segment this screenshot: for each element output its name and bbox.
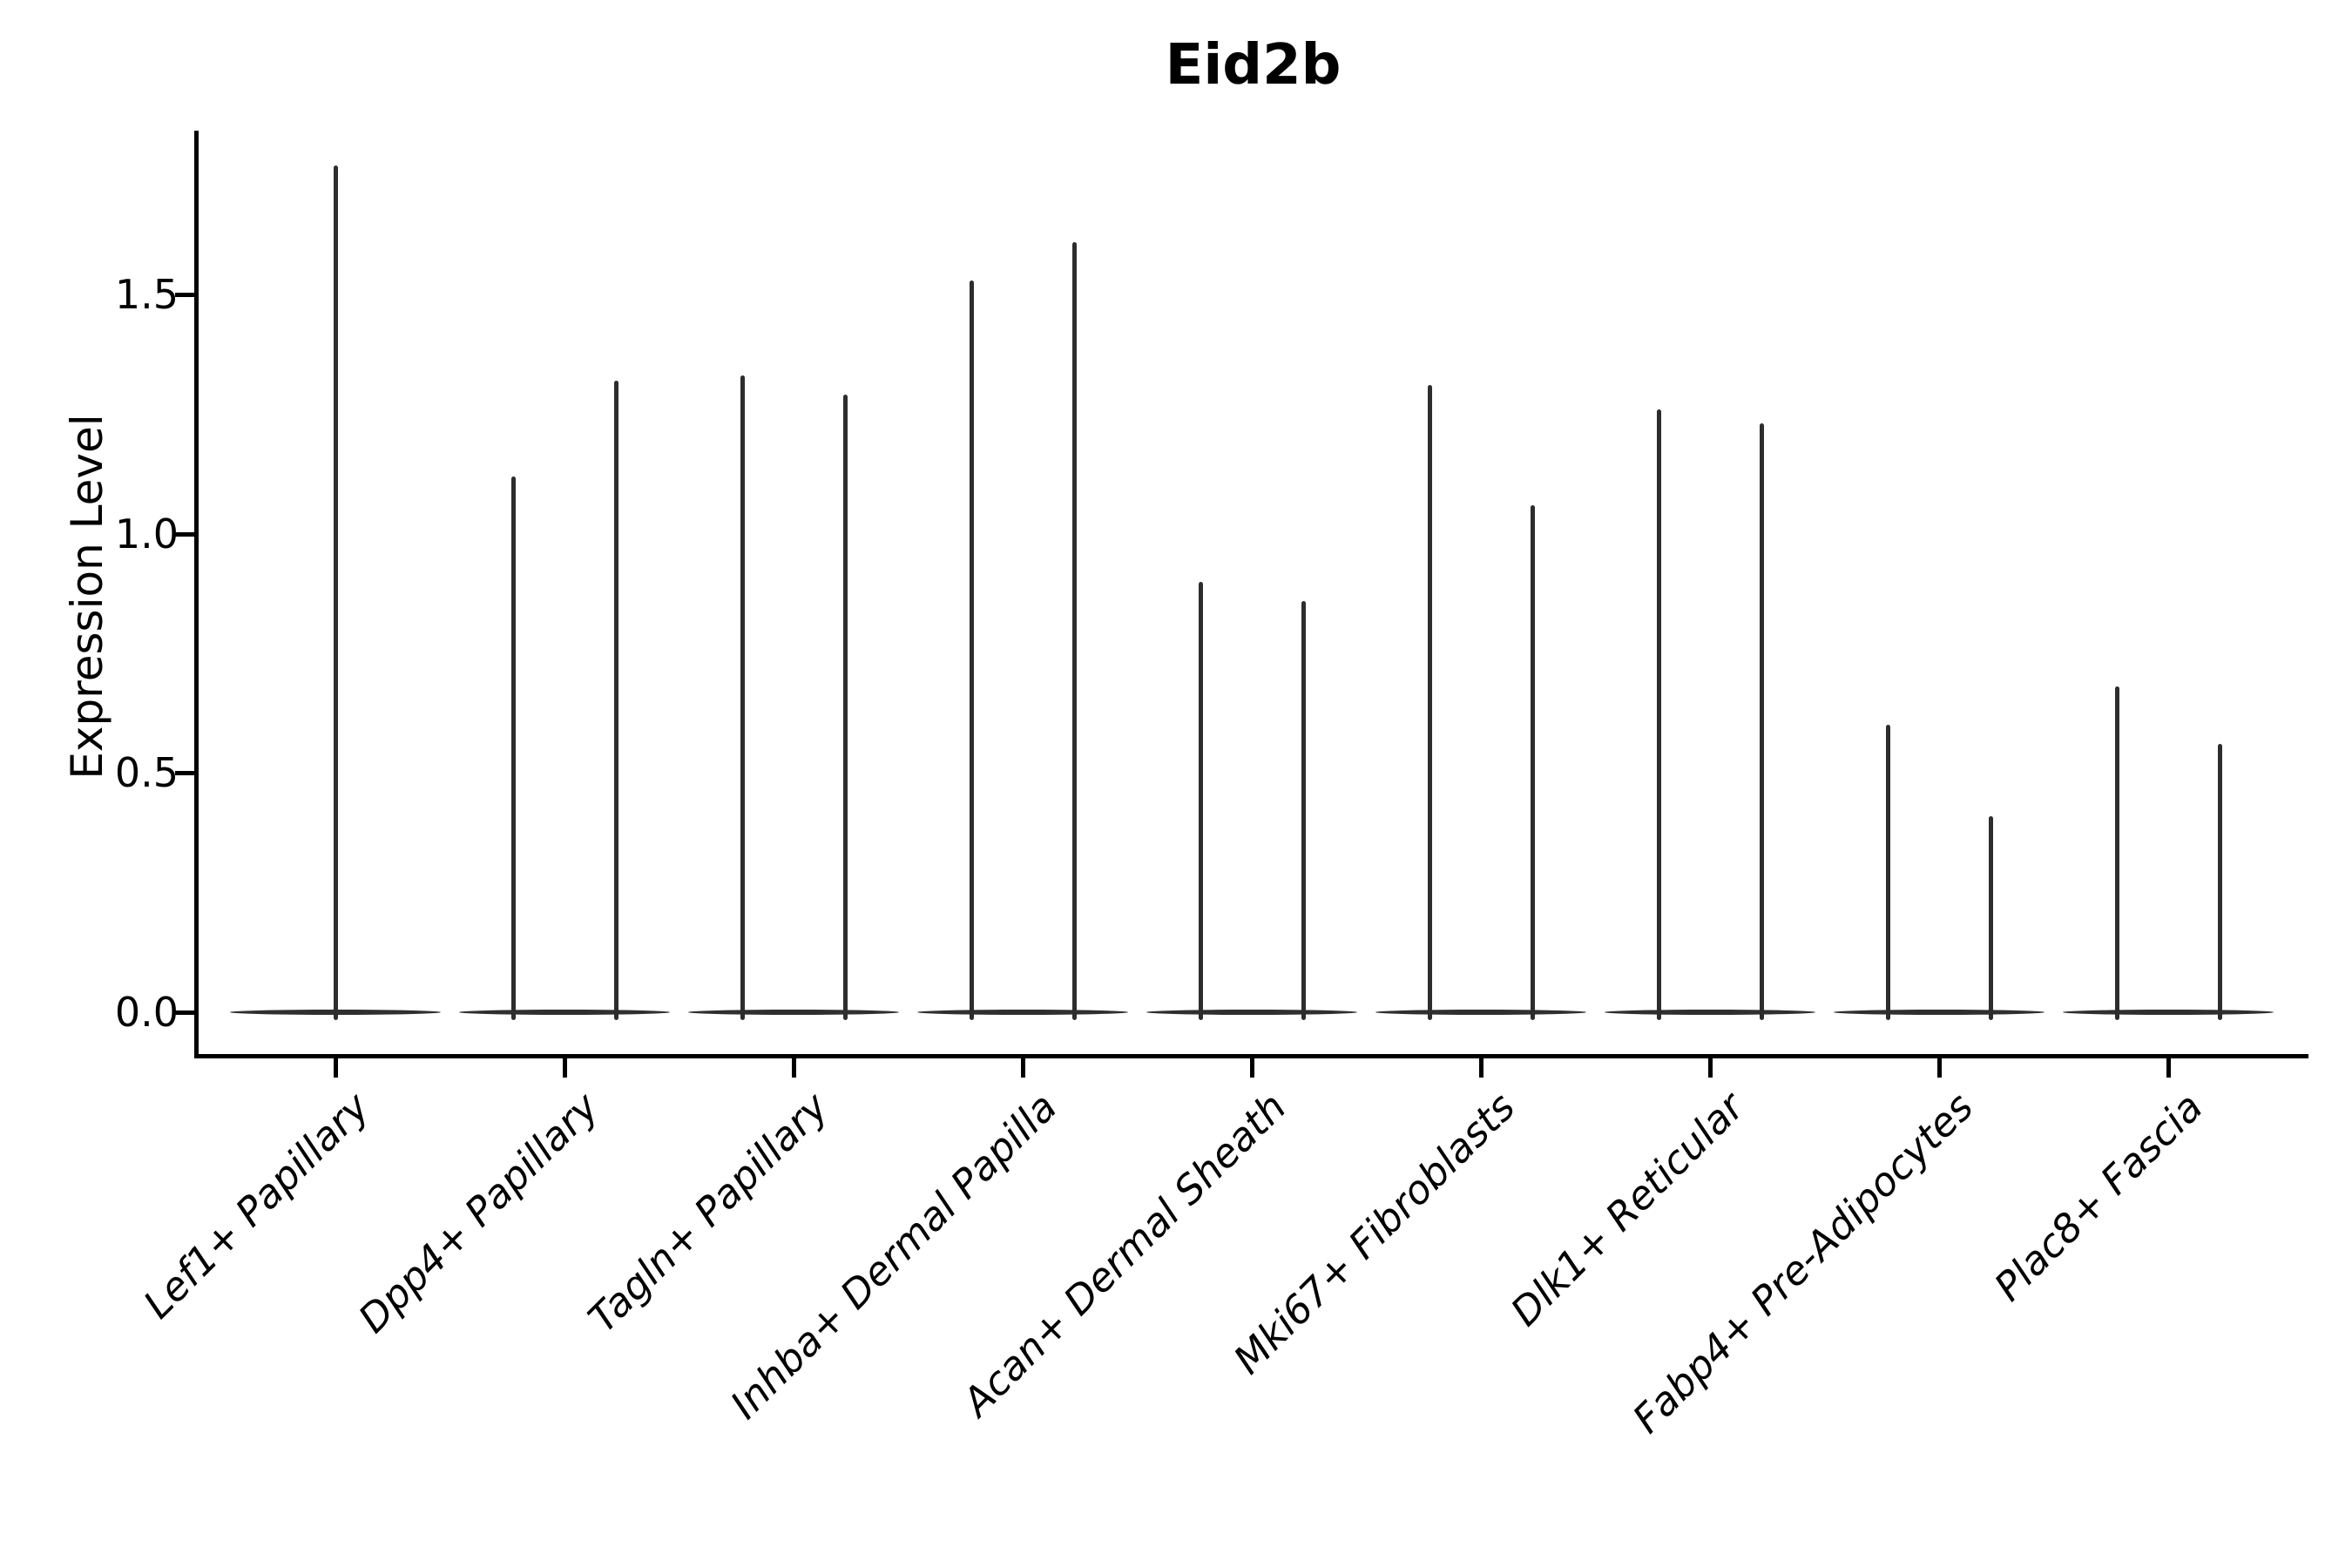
x-axis-spine	[194, 1054, 2308, 1058]
x-tick-mark	[2166, 1058, 2171, 1078]
y-tick-mark	[175, 531, 194, 537]
x-tick-mark	[1250, 1058, 1254, 1078]
x-tick-mark	[334, 1058, 338, 1078]
violin-spike	[1427, 385, 1432, 1020]
x-tick-mark	[1708, 1058, 1713, 1078]
violin-spike	[1301, 600, 1306, 1020]
violin-spike	[1885, 725, 1890, 1020]
violin-spike	[613, 380, 618, 1020]
violin-spike	[1656, 409, 1661, 1020]
y-axis-spine	[194, 131, 199, 1058]
y-tick-label: 0.0	[114, 989, 179, 1036]
violin-spike	[1071, 241, 1077, 1020]
violin-baseline	[1605, 1010, 1815, 1015]
violin-spike	[842, 395, 848, 1020]
category-tick-label: Plac8+ Fascia	[1984, 1084, 2212, 1310]
y-tick-label: 0.5	[114, 749, 179, 797]
x-tick-mark	[792, 1058, 796, 1078]
violin-baseline	[459, 1010, 670, 1015]
violin-spike	[2114, 686, 2119, 1020]
violin-baseline	[917, 1010, 1128, 1015]
violin-spike	[1759, 423, 1764, 1020]
violin-baseline	[1834, 1010, 2044, 1015]
violin-baseline	[1146, 1010, 1357, 1015]
x-tick-mark	[1021, 1058, 1025, 1078]
y-tick-label: 1.5	[114, 271, 179, 318]
violin-spike	[333, 165, 338, 1020]
violin-spike	[969, 280, 974, 1020]
violin-spike	[510, 476, 516, 1020]
violin-spike	[1198, 581, 1203, 1020]
violin-spike	[1988, 815, 1993, 1020]
x-tick-mark	[1479, 1058, 1484, 1078]
violin-baseline	[1375, 1010, 1586, 1015]
violin-spike	[2217, 744, 2222, 1020]
category-tick-label: Dpp4+ Papillary	[349, 1084, 608, 1342]
violin-baseline	[688, 1010, 899, 1015]
violin-baseline	[2063, 1010, 2274, 1015]
category-tick-label: Dlk1+ Reticular	[1502, 1084, 1754, 1335]
x-tick-mark	[1937, 1058, 1942, 1078]
chart-title: Eid2b	[1165, 33, 1342, 98]
y-tick-mark	[175, 1010, 194, 1015]
y-tick-mark	[175, 293, 194, 297]
y-tick-mark	[175, 771, 194, 776]
violin-spike	[1530, 504, 1535, 1020]
y-tick-label: 1.0	[114, 510, 179, 558]
category-tick-label: Tagln+ Papillary	[578, 1084, 837, 1342]
violin-spike	[740, 375, 745, 1020]
category-tick-label: Lef1+ Papillary	[134, 1084, 379, 1328]
x-tick-mark	[563, 1058, 567, 1078]
